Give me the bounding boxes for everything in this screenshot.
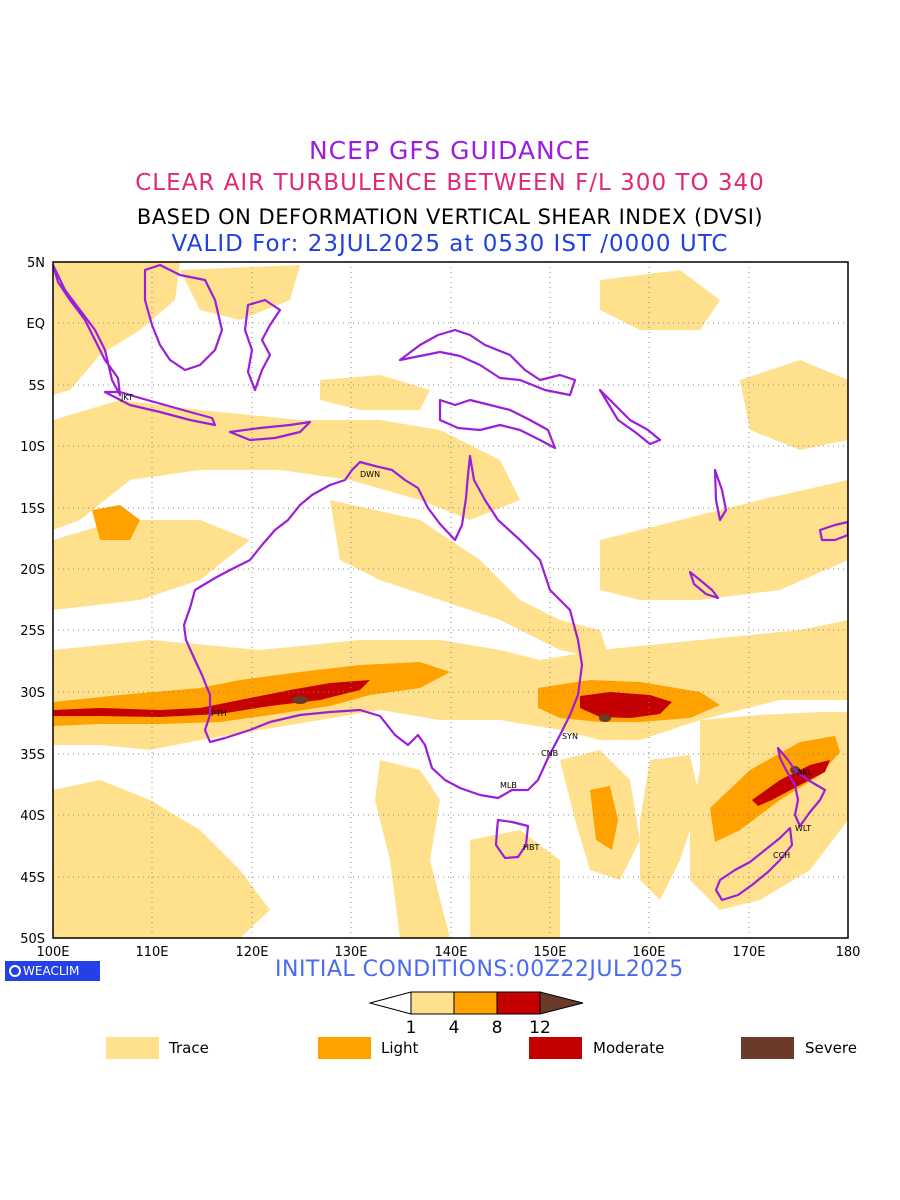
colorbar-tick: 12 <box>529 1018 551 1038</box>
trace-areas <box>53 262 848 938</box>
java-coastline <box>103 390 217 427</box>
initial-conditions: INITIAL CONDITIONS:00Z22JUL2025 <box>275 957 684 982</box>
colorbar-trace <box>410 991 455 1015</box>
city-label-jkt: JKT <box>120 393 133 402</box>
sulawesi-coastline <box>243 298 282 392</box>
lat-label: 35S <box>20 748 45 763</box>
lon-label: 110E <box>135 945 168 960</box>
legend-label-light: Light <box>381 1039 419 1057</box>
lat-label: EQ <box>27 317 45 332</box>
city-label-mlb: MLB <box>500 781 517 790</box>
solomons-coastline <box>598 388 662 446</box>
lon-label: 170E <box>732 945 765 960</box>
lon-label: 180 <box>836 945 861 960</box>
new-caledonia-coastline <box>688 570 720 600</box>
weaclim-logo-icon <box>9 965 21 977</box>
title-method: BASED ON DEFORMATION VERTICAL SHEAR INDE… <box>136 205 764 229</box>
city-labels: JKT DWN PTH SYN CNB MLB HBT AKL WLT CCH <box>120 393 813 860</box>
legend-label-severe: Severe <box>805 1039 857 1057</box>
lat-label: 15S <box>20 502 45 517</box>
colorbar-moderate <box>496 991 541 1015</box>
lon-label: 100E <box>36 945 69 960</box>
legend-swatch-severe <box>741 1037 794 1059</box>
colorbar-tick: 8 <box>492 1018 503 1038</box>
lat-label: 25S <box>20 624 45 639</box>
city-label-akl: AKL <box>797 768 813 777</box>
lat-label: 40S <box>20 809 45 824</box>
latitude-labels: 5N EQ 5S 10S 15S 20S 25S 30S 35S 40S 45S… <box>20 256 45 947</box>
weaclim-logo: WEACLIM <box>5 961 100 981</box>
colorbar-low-arrow <box>368 991 412 1015</box>
vanuatu-coastline <box>713 468 728 522</box>
city-label-pth: PTH <box>211 709 227 718</box>
lon-label: 140E <box>434 945 467 960</box>
city-label-syn: SYN <box>562 732 578 741</box>
title-model: NCEP GFS GUIDANCE <box>308 136 591 165</box>
longitude-labels: 100E 110E 120E 130E 140E 150E 160E 170E … <box>36 945 860 960</box>
legend-label-moderate: Moderate <box>593 1039 665 1057</box>
lon-label: 160E <box>632 945 665 960</box>
australia-coastline <box>182 454 584 800</box>
nz-south-island-coastline <box>714 826 794 902</box>
lon-label: 130E <box>334 945 367 960</box>
lat-label: 10S <box>20 440 45 455</box>
lat-label: 20S <box>20 563 45 578</box>
lon-label: 120E <box>235 945 268 960</box>
city-label-dwn: DWN <box>360 470 380 479</box>
title-product: CLEAR AIR TURBULENCE BETWEEN F/L 300 TO … <box>135 170 765 196</box>
city-label-cnb: CNB <box>541 749 558 758</box>
nz-north-island-coastline <box>776 746 827 828</box>
new-guinea-coastline <box>398 328 577 450</box>
colorbar-tick: 1 <box>406 1018 417 1038</box>
weaclim-logo-text: WEACLIM <box>23 964 80 978</box>
legend-swatch-trace <box>106 1037 159 1059</box>
coastlines <box>53 263 848 902</box>
tasmania-coastline <box>494 818 530 860</box>
city-label-wlt: WLT <box>795 824 811 833</box>
colorbar: 1 4 8 12 <box>368 991 584 1038</box>
legend-swatch-light <box>318 1037 371 1059</box>
colorbar-light <box>453 991 498 1015</box>
legend-swatch-moderate <box>529 1037 582 1059</box>
lon-label: 150E <box>533 945 566 960</box>
lat-label: 5N <box>27 256 45 271</box>
sumatra-coastline <box>53 263 122 397</box>
colorbar-severe-arrow <box>539 991 584 1015</box>
fiji-coastline <box>818 520 848 542</box>
turbulence-field <box>53 262 848 938</box>
timor-coastline <box>228 420 312 442</box>
map-frame <box>52 261 849 939</box>
city-label-cch: CCH <box>773 851 790 860</box>
lat-label: 5S <box>28 379 45 394</box>
city-label-hbt: HBT <box>523 843 540 852</box>
lat-label: 50S <box>20 932 45 947</box>
borneo-coastline <box>143 263 224 372</box>
lat-label: 45S <box>20 871 45 886</box>
legend-label-trace: Trace <box>169 1039 209 1057</box>
colorbar-tick: 4 <box>449 1018 460 1038</box>
title-valid-time: VALID For: 23JUL2025 at 0530 IST /0000 U… <box>171 231 729 257</box>
lat-label: 30S <box>20 686 45 701</box>
